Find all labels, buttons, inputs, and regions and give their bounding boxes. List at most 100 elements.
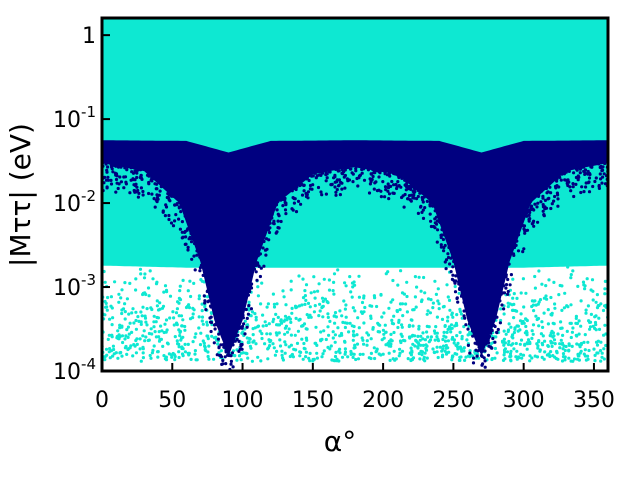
navy-point [306, 190, 310, 194]
navy-point [468, 351, 472, 355]
navy-point [246, 312, 250, 316]
cyan-point [264, 323, 268, 328]
cyan-point [351, 329, 356, 333]
navy-point [345, 162, 349, 167]
cyan-point [200, 319, 204, 323]
cyan-point [301, 277, 305, 281]
cyan-point [134, 351, 138, 355]
cyan-point [441, 337, 445, 342]
cyan-point [493, 356, 497, 360]
navy-point [133, 169, 137, 173]
cyan-point [312, 310, 316, 314]
cyan-point [594, 340, 599, 344]
cyan-point [345, 321, 349, 325]
cyan-point [382, 336, 386, 340]
navy-point [601, 165, 605, 169]
navy-point [412, 191, 416, 195]
cyan-point [159, 337, 163, 341]
navy-point [504, 275, 508, 279]
cyan-point [440, 349, 444, 353]
navy-point [446, 252, 450, 256]
navy-point [164, 203, 168, 207]
cyan-point [248, 337, 252, 341]
cyan-point [453, 284, 457, 289]
cyan-point [417, 327, 421, 331]
cyan-point [311, 359, 315, 363]
cyan-point [279, 319, 283, 323]
navy-point [262, 264, 266, 268]
cyan-point [362, 321, 366, 325]
cyan-point [515, 349, 519, 353]
cyan-point [291, 355, 295, 359]
navy-point [334, 193, 338, 197]
cyan-point [243, 327, 247, 331]
cyan-point [287, 345, 291, 349]
cyan-point [598, 349, 603, 353]
cyan-point [150, 351, 154, 355]
navy-point [324, 179, 328, 183]
cyan-point [545, 353, 550, 357]
cyan-point [574, 321, 578, 325]
navy-point [403, 178, 407, 182]
cyan-point [103, 358, 107, 362]
cyan-point [375, 304, 379, 309]
cyan-point [153, 330, 157, 334]
navy-point [347, 165, 351, 169]
cyan-point [105, 305, 109, 309]
cyan-point [384, 343, 388, 347]
navy-point [177, 217, 181, 221]
cyan-point [343, 347, 347, 351]
cyan-point [260, 332, 264, 336]
navy-point [459, 294, 464, 298]
cyan-point [104, 347, 109, 351]
navy-point [320, 193, 324, 197]
cyan-point [181, 318, 185, 322]
cyan-point [508, 355, 512, 359]
cyan-point [377, 352, 381, 356]
navy-point [406, 197, 410, 201]
cyan-point [162, 290, 166, 294]
cyan-point [463, 358, 467, 362]
navy-point [581, 165, 585, 169]
navy-point [290, 207, 294, 211]
cyan-point [140, 314, 144, 318]
cyan-point [280, 353, 284, 357]
cyan-point [329, 344, 333, 348]
cyan-point [570, 344, 574, 348]
cyan-point [326, 325, 330, 329]
cyan-point [526, 338, 531, 342]
cyan-point [282, 295, 286, 299]
cyan-point [103, 355, 107, 359]
cyan-point [540, 320, 544, 324]
navy-point [232, 339, 236, 343]
navy-point [166, 192, 170, 196]
cyan-point [323, 297, 327, 301]
cyan-point [510, 308, 515, 312]
cyan-point [348, 275, 352, 279]
cyan-point [293, 333, 297, 337]
cyan-point [553, 355, 557, 359]
cyan-point [453, 352, 457, 356]
navy-point [333, 185, 337, 189]
cyan-point [425, 324, 429, 328]
cyan-point [263, 320, 267, 324]
navy-point [377, 170, 381, 174]
cyan-point [502, 329, 506, 333]
navy-point [307, 178, 311, 183]
cyan-point [410, 349, 414, 353]
cyan-point [336, 326, 340, 330]
navy-point [395, 186, 399, 191]
navy-point [536, 220, 540, 224]
cyan-point [452, 338, 456, 342]
cyan-point [428, 311, 432, 315]
cyan-point [308, 305, 312, 309]
cyan-point [559, 338, 563, 342]
navy-point [486, 353, 491, 357]
navy-point [496, 327, 500, 332]
navy-point [409, 193, 414, 197]
x-tick-label: 100 [222, 388, 264, 413]
cyan-point [285, 330, 290, 334]
cyan-point [443, 324, 447, 328]
cyan-point [333, 340, 337, 344]
cyan-point [521, 277, 526, 281]
